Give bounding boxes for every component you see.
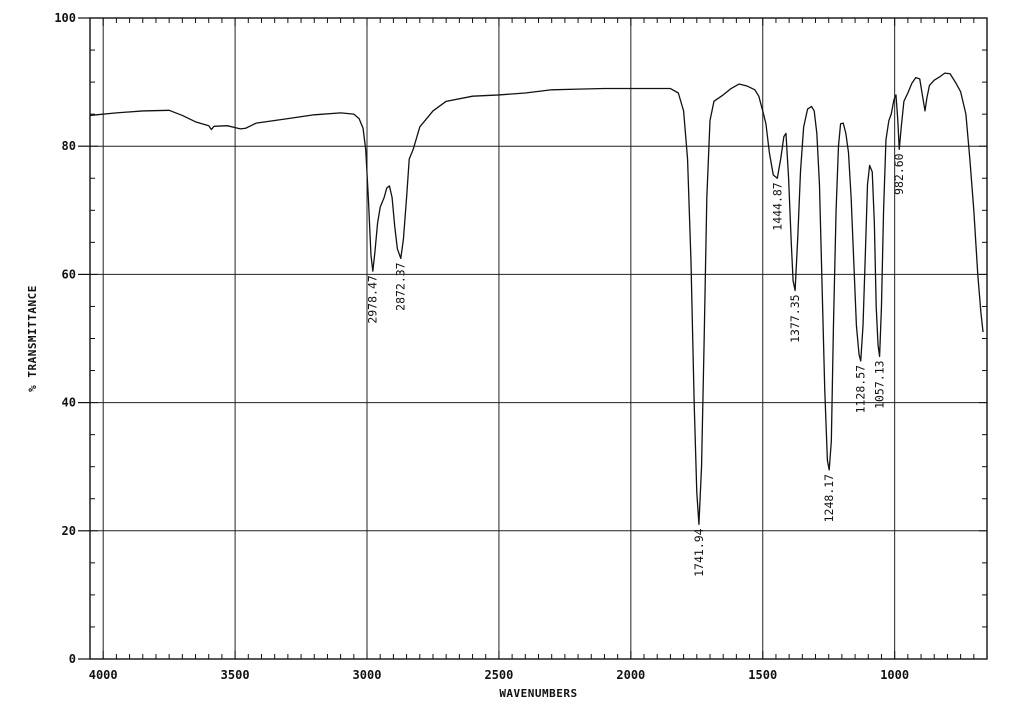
y-tick-label-80: 80 xyxy=(62,139,76,153)
peak-label: 2872.37 xyxy=(394,262,408,311)
y-tick-label-40: 40 xyxy=(62,396,76,410)
x-tick-label-2500: 2500 xyxy=(484,668,513,682)
x-tick-label-1000: 1000 xyxy=(880,668,909,682)
peak-label: 1128.57 xyxy=(854,365,868,414)
x-tick-label-3000: 3000 xyxy=(353,668,382,682)
peak-label: 1444.87 xyxy=(770,182,784,231)
y-tick-labels: 0 20 40 60 80 100 xyxy=(54,11,90,666)
x-tick-label-1500: 1500 xyxy=(748,668,777,682)
x-tick-labels: 4000 3500 3000 2500 2000 1500 1000 xyxy=(89,668,909,682)
spectrum-line xyxy=(89,72,984,526)
grid xyxy=(90,18,987,659)
y-tick-label-0: 0 xyxy=(69,652,76,666)
peak-label: 2978.47 xyxy=(366,275,380,324)
peak-label: 1741.94 xyxy=(692,528,706,577)
x-tick-label-2000: 2000 xyxy=(616,668,645,682)
peak-labels: 2978.47 2872.37 1741.94 1444.87 1377.35 1248.… xyxy=(366,153,907,577)
peak-label: 982.60 xyxy=(892,153,906,195)
plot-frame xyxy=(89,17,988,660)
y-tick-label-20: 20 xyxy=(62,524,76,538)
peak-label: 1377.35 xyxy=(788,294,802,342)
x-tick-label-3500: 3500 xyxy=(221,668,250,682)
y-axis-title: % TRANSMITTANCE xyxy=(26,285,39,392)
y-tick-label-100: 100 xyxy=(54,11,76,25)
peak-label: 1057.13 xyxy=(873,360,887,409)
x-tick-label-4000: 4000 xyxy=(89,668,118,682)
peak-label: 1248.17 xyxy=(822,474,836,523)
y-tick-label-60: 60 xyxy=(62,267,76,281)
x-axis-title: WAVENUMBERS xyxy=(499,687,577,700)
